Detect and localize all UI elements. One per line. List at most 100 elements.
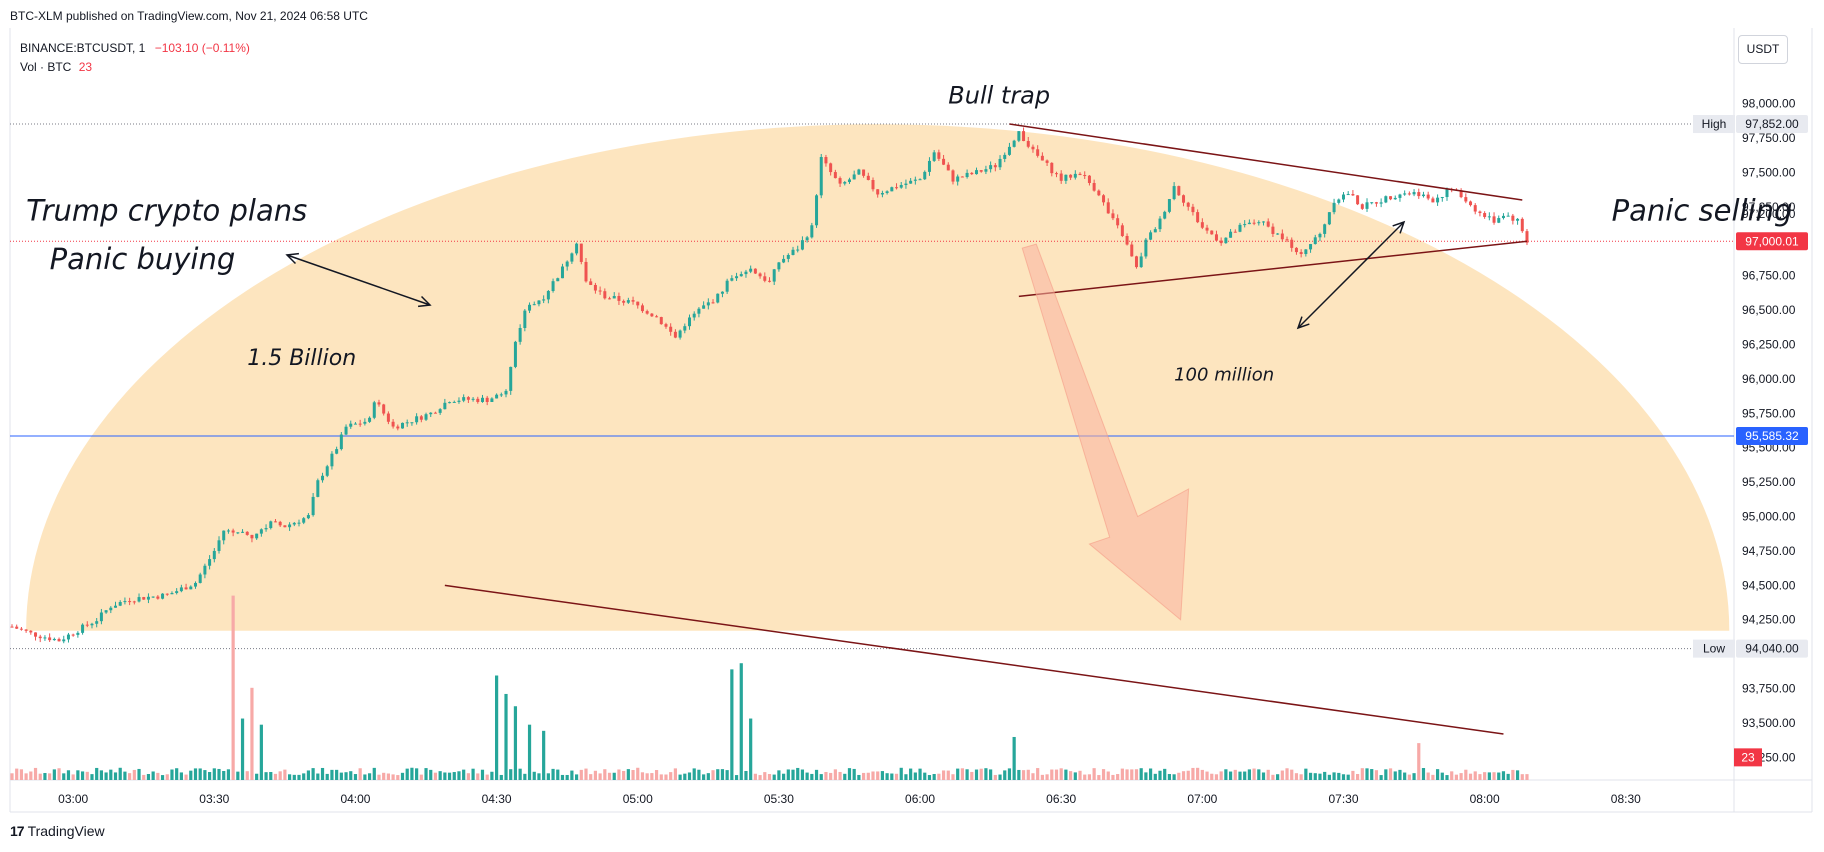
candle-body [1229, 231, 1233, 238]
candle-body [913, 179, 917, 181]
volume-bar [353, 774, 358, 780]
candle-body [292, 522, 296, 525]
volume-bar [1459, 773, 1463, 780]
volume-bar [1266, 769, 1270, 780]
candle-body [1365, 202, 1369, 209]
volume-bar [1172, 774, 1176, 780]
candle-body [448, 402, 452, 404]
candle-body [353, 423, 357, 425]
blue-level-tag-value: 95,585.32 [1745, 429, 1799, 443]
candle-body [1266, 221, 1270, 227]
candle-body [716, 293, 720, 303]
volume-bar [1341, 774, 1346, 780]
panic-selling-arrow [1297, 221, 1405, 329]
volume-bar [1078, 770, 1082, 780]
candle-body [1102, 195, 1106, 203]
candle-body [1290, 239, 1294, 248]
candle-body [466, 397, 470, 400]
volume-bar [283, 769, 287, 780]
candle-body [137, 597, 141, 602]
volume-bar [1393, 771, 1397, 780]
candle-body [1196, 212, 1200, 223]
volume-bar [203, 770, 207, 780]
annotation-4: 100 million [1174, 364, 1274, 385]
volume-bar [179, 772, 183, 780]
volume-bar [659, 774, 663, 780]
volume-bar [984, 768, 988, 780]
volume-bar [1501, 771, 1506, 780]
volume-bar [109, 769, 113, 780]
volume-bar [612, 772, 616, 780]
volume-bar [824, 771, 828, 780]
candle-body [344, 426, 348, 435]
volume-bar [48, 773, 52, 780]
candle-body [706, 302, 710, 306]
candle-body [504, 390, 508, 395]
time-tick-label: 08:30 [1611, 792, 1641, 806]
volume-legend[interactable]: Vol · BTC 23 [20, 60, 92, 74]
candle-body [452, 401, 456, 403]
symbol-legend[interactable]: BINANCE:BTCUSDT, 1 −103.10 (−0.11%) [20, 41, 250, 55]
volume-bar [443, 772, 447, 780]
volume-bar [654, 770, 659, 780]
candle-body [899, 185, 903, 188]
volume-bar [471, 768, 475, 780]
candle-body [1294, 247, 1298, 253]
candles-group [10, 127, 1529, 644]
candle-body [1069, 174, 1073, 178]
candle-body [927, 160, 931, 172]
last-price-tag-value: 97,000.01 [1745, 234, 1799, 248]
volume-bar [15, 768, 19, 780]
candle-body [1087, 175, 1091, 183]
candle-body [1407, 193, 1411, 195]
candle-body [1064, 174, 1068, 181]
volume-bar [993, 774, 997, 780]
volume-bar [593, 770, 598, 780]
candle-body [1271, 226, 1275, 234]
volume-bar [565, 774, 569, 780]
candle-body [1036, 149, 1040, 156]
volume-bar [1407, 774, 1411, 780]
candle-body [1374, 202, 1378, 204]
volume-bar [1464, 769, 1468, 780]
candle-body [424, 414, 428, 420]
candle-body [316, 480, 320, 497]
volume-bar [645, 773, 649, 780]
volume-bar [956, 768, 960, 780]
candle-body [297, 522, 301, 524]
volume-bar [941, 770, 946, 780]
candle-body [1337, 199, 1341, 203]
candle-body [767, 280, 771, 282]
currency-button[interactable]: USDT [1738, 35, 1788, 64]
volume-bar [52, 769, 56, 780]
candle-body [1412, 192, 1416, 195]
volume-bar [80, 771, 85, 780]
candle-body [579, 243, 583, 262]
volume-bar [1327, 774, 1331, 780]
volume-bar [1261, 772, 1266, 780]
time-tick-label: 08:00 [1470, 792, 1500, 806]
volume-bar [970, 771, 974, 780]
volume-bar [85, 771, 89, 780]
candle-body [401, 422, 405, 429]
volume-bar [1483, 772, 1487, 780]
candle-body [1351, 194, 1355, 196]
volume-bar [1069, 771, 1073, 780]
volume-bar [231, 595, 235, 780]
volume-bar [396, 775, 400, 780]
candle-body [786, 254, 790, 259]
high-tag-label-bg [1693, 115, 1735, 134]
volume-bar [894, 773, 899, 780]
volume-bar [128, 773, 132, 780]
candle-body [38, 636, 42, 639]
annotation-1: Trump crypto plans [26, 194, 307, 228]
candle-body [847, 179, 851, 183]
candle-body [1346, 194, 1350, 196]
candle-body [66, 634, 70, 640]
volume-bar [909, 768, 913, 780]
volume-bar [466, 773, 470, 780]
candle-body [480, 397, 484, 402]
candle-body [1144, 239, 1148, 257]
tradingview-logo[interactable]: 17 TradingView [10, 823, 105, 839]
